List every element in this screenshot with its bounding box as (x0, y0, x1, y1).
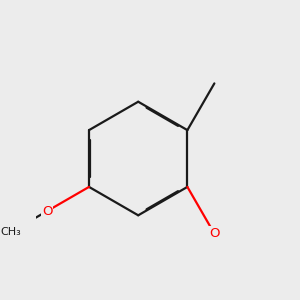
Text: CH₃: CH₃ (0, 227, 21, 237)
Text: O: O (42, 205, 52, 218)
Text: O: O (209, 227, 220, 240)
